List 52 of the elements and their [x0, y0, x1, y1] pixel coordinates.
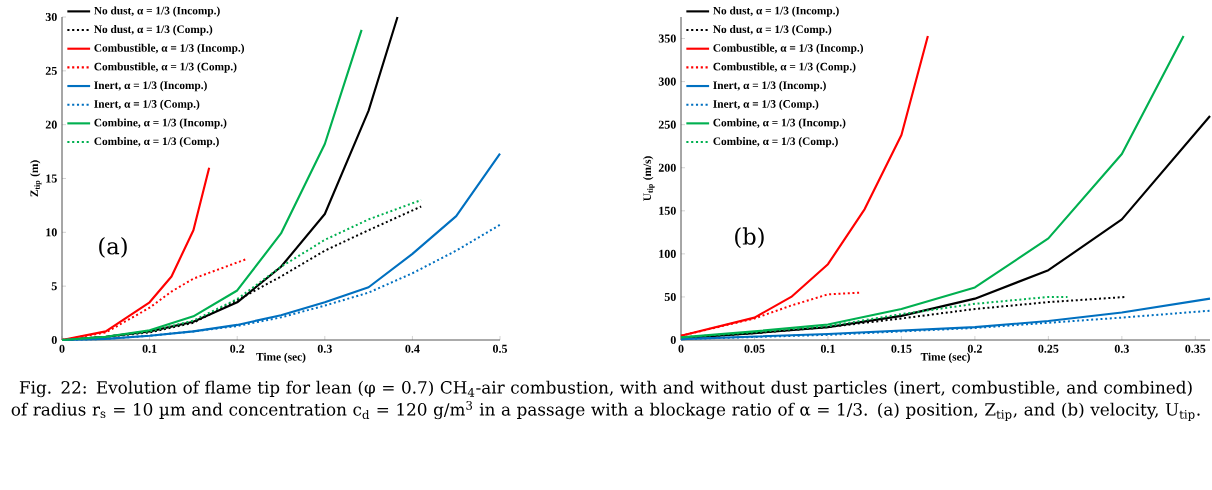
legend-label: Combustible, α = 1/3 (Comp.) [94, 62, 237, 73]
legend-label: No dust, α = 1/3 (Incomp.) [94, 6, 220, 17]
legend-label: Inert, α = 1/3 (Incomp.) [713, 81, 826, 92]
y-tick-label: 20 [45, 120, 57, 129]
y-tick-label: 15 [46, 174, 57, 183]
legend-label: Combine, α = 1/3 (Comp.) [94, 137, 219, 148]
legend-label: No dust, α = 1/3 (Incomp.) [713, 6, 839, 17]
legend-label: Combine, α = 1/3 (Comp.) [713, 137, 838, 148]
x-axis-title: Time (sec) [256, 352, 306, 363]
text: Fig. 22: Evolution of flame tip for lean (φ = 0.7) CH$_{4}$-air combustion, with and without dust particles (inert, combustible, and combined) of radius r$_{s}$ = 10 µm and concentration c$_{d}$ = 120 g/m$^{3}$ in a passage with a blockage ratio of α = 1/3. (a) position, Z$_{tip}$, and (b) velocity, U$_{tip}$. [11, 380, 1200, 422]
y-tick-label: 30 [45, 12, 57, 22]
legend-label: Combine, α = 1/3 (Incomp.) [713, 118, 846, 129]
legend-label: No dust, α = 1/3 (Comp.) [94, 25, 213, 36]
x-tick-label: 0.25 [1038, 344, 1059, 353]
x-tick-label: 0.4 [405, 344, 420, 353]
y-axis-title: U$_{tip}$ (m/s) [643, 156, 655, 201]
annotation: (b) [735, 227, 764, 249]
x-tick-label: 0 [59, 344, 65, 353]
x-tick-label: 0 [678, 344, 684, 353]
x-tick-label: 0.3 [317, 344, 332, 353]
y-tick-label: 10 [46, 228, 57, 237]
legend-label: Combine, α = 1/3 (Incomp.) [94, 118, 227, 129]
x-tick-label: 0.15 [891, 344, 912, 353]
y-tick-label: 100 [659, 249, 676, 258]
x-axis-title: Time (sec) [920, 352, 970, 363]
legend-label: Combustible, α = 1/3 (Incomp.) [713, 43, 864, 55]
x-tick-label: 0.35 [1185, 344, 1206, 353]
y-axis-title: Z$_{tip}$ (m) [30, 160, 42, 197]
x-tick-label: 0.3 [1114, 344, 1129, 353]
legend-label: Combustible, α = 1/3 (Comp.) [713, 62, 856, 73]
x-tick-label: 0.2 [967, 344, 982, 353]
legend-label: Inert, α = 1/3 (Incomp.) [94, 81, 207, 92]
y-tick-label: 25 [45, 66, 57, 75]
x-tick-label: 0.05 [744, 344, 765, 353]
y-tick-label: 300 [658, 77, 676, 86]
legend-label: No dust, α = 1/3 (Comp.) [713, 25, 832, 36]
y-tick-label: 0 [51, 335, 57, 345]
y-tick-label: 200 [658, 163, 676, 172]
y-tick-label: 350 [658, 34, 676, 43]
y-tick-label: 50 [664, 292, 676, 301]
legend-label: Combustible, α = 1/3 (Incomp.) [94, 43, 245, 55]
y-tick-label: 5 [51, 282, 57, 291]
x-tick-label: 0.1 [142, 344, 157, 353]
x-tick-label: 0.2 [230, 344, 245, 353]
legend-label: Inert, α = 1/3 (Comp.) [94, 99, 200, 111]
x-tick-label: 0.5 [492, 344, 508, 353]
y-tick-label: 250 [658, 120, 676, 129]
annotation: (a) [99, 237, 127, 258]
x-tick-label: 0.1 [820, 344, 835, 353]
y-tick-label: 0 [670, 335, 676, 345]
legend-label: Inert, α = 1/3 (Comp.) [713, 99, 819, 111]
y-tick-label: 150 [659, 206, 676, 215]
